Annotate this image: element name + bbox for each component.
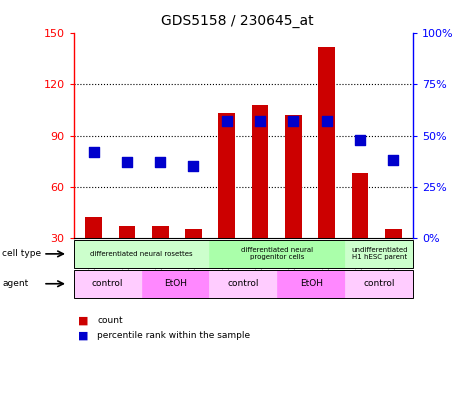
Point <box>156 159 164 165</box>
Text: cell type: cell type <box>2 250 41 258</box>
Point <box>323 118 331 125</box>
Text: control: control <box>92 279 124 288</box>
Text: ■: ■ <box>78 316 89 326</box>
Text: undifferentiated
H1 hESC parent: undifferentiated H1 hESC parent <box>351 247 408 261</box>
Bar <box>185 229 202 238</box>
Text: differentiated neural
progenitor cells: differentiated neural progenitor cells <box>241 247 314 261</box>
Bar <box>285 115 302 238</box>
Point <box>290 118 297 125</box>
Point <box>256 118 264 125</box>
Text: agent: agent <box>2 279 28 288</box>
Bar <box>385 229 401 238</box>
Point <box>356 136 364 143</box>
Text: ■: ■ <box>78 330 89 340</box>
Text: differentiated neural rosettes: differentiated neural rosettes <box>90 251 193 257</box>
Bar <box>152 226 169 238</box>
Point <box>390 157 397 163</box>
Bar <box>352 173 368 238</box>
Point <box>90 149 97 155</box>
Bar <box>86 217 102 238</box>
Text: GDS5158 / 230645_at: GDS5158 / 230645_at <box>161 14 314 28</box>
Point <box>190 163 197 169</box>
Text: EtOH: EtOH <box>300 279 323 288</box>
Bar <box>252 105 268 238</box>
Text: EtOH: EtOH <box>164 279 187 288</box>
Bar <box>218 114 235 238</box>
Text: count: count <box>97 316 123 325</box>
Text: percentile rank within the sample: percentile rank within the sample <box>97 331 250 340</box>
Point <box>123 159 131 165</box>
Text: control: control <box>363 279 395 288</box>
Point <box>223 118 230 125</box>
Bar <box>119 226 135 238</box>
Bar <box>318 47 335 238</box>
Text: control: control <box>228 279 259 288</box>
